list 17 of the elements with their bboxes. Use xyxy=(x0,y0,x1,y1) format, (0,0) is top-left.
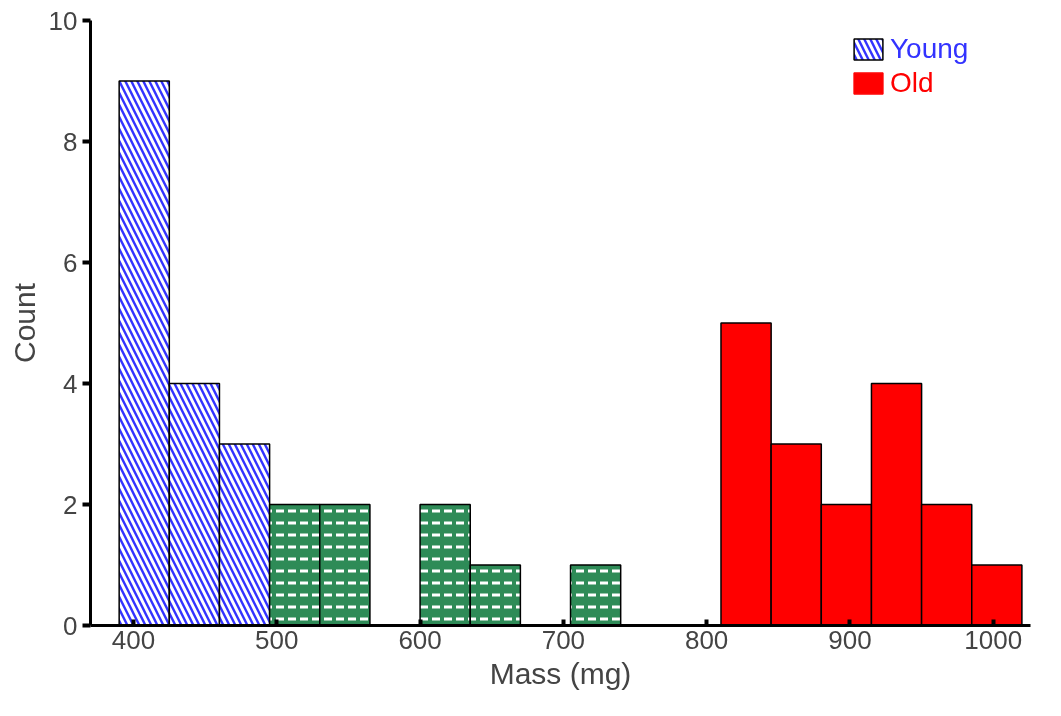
y-tick-label: 6 xyxy=(63,247,78,278)
y-tick-label: 2 xyxy=(63,489,78,520)
y-tick-label: 8 xyxy=(63,126,78,157)
legend-label: Young xyxy=(890,33,969,65)
x-tick-label: 900 xyxy=(828,624,872,655)
y-tick-label: 4 xyxy=(63,368,78,399)
x-tick-label: 400 xyxy=(111,624,156,655)
x-tick-label: 800 xyxy=(684,624,729,655)
x-tick-label: 500 xyxy=(255,624,299,655)
x-tick-label: 600 xyxy=(398,624,442,655)
x-tick-label: 1000 xyxy=(964,624,1023,655)
x-tick-label: 700 xyxy=(541,624,586,655)
legend-label: Old xyxy=(890,67,934,99)
x-axis-title: Mass (mg) xyxy=(489,656,632,690)
y-tick-label: 10 xyxy=(48,5,78,36)
y-axis-title: Count xyxy=(7,282,41,364)
y-tick-label: 0 xyxy=(63,610,78,641)
